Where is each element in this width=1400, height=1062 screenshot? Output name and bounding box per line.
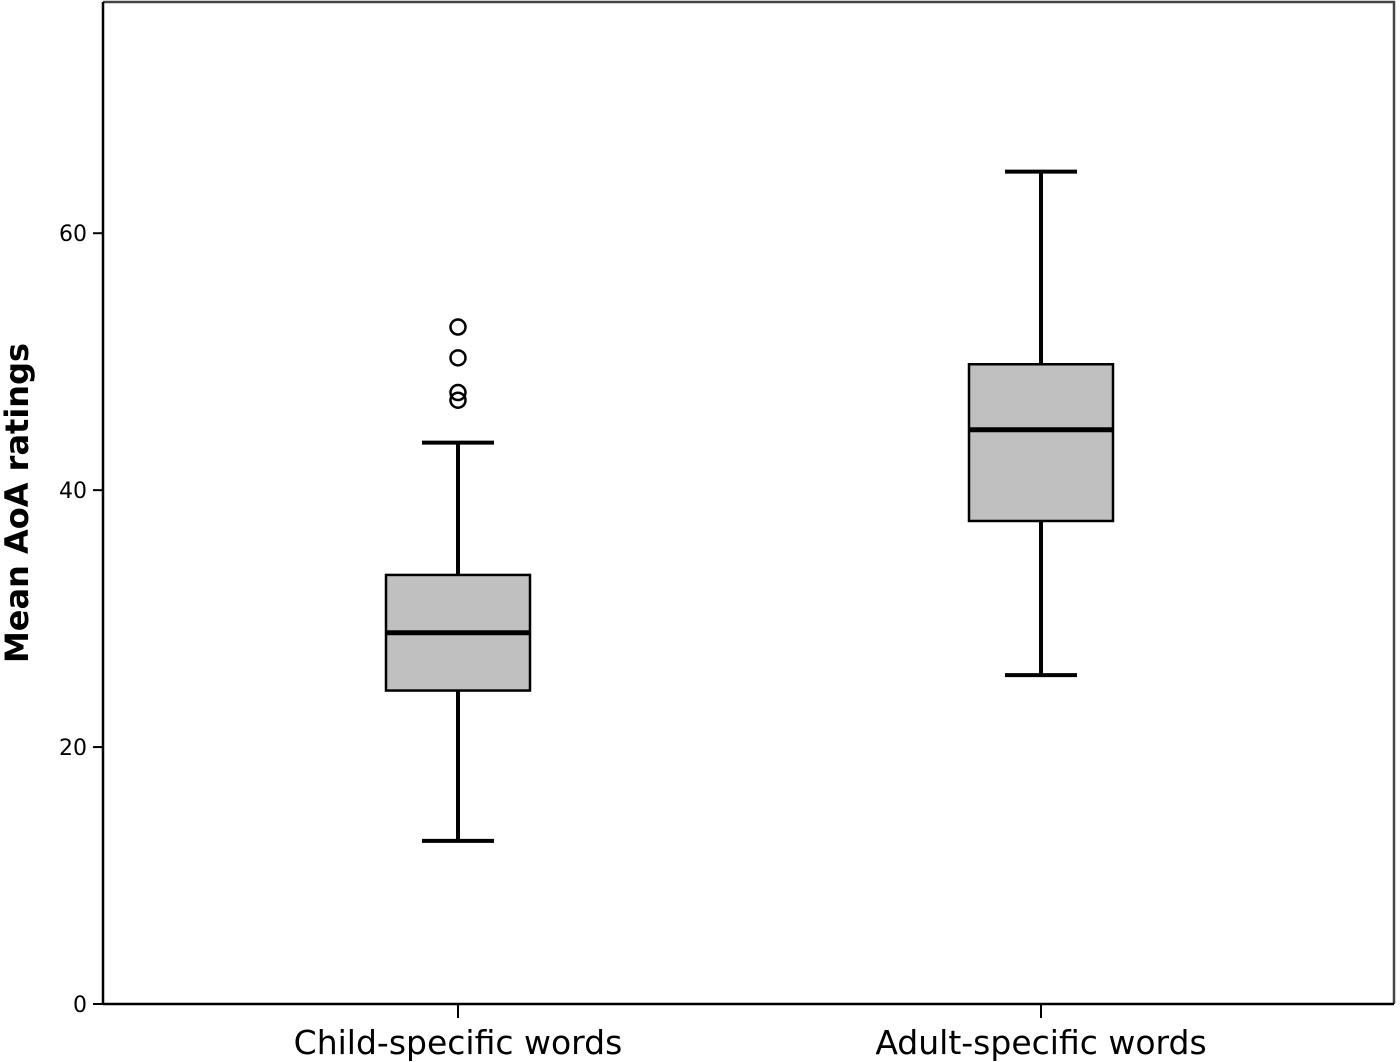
outlier-point <box>449 391 467 409</box>
plot-frame <box>103 0 1396 1004</box>
y-tick-label: 60 <box>59 222 87 247</box>
y-axis-title: Mean AoA ratings <box>0 343 36 663</box>
outlier-point <box>449 318 467 336</box>
outlier-point <box>449 383 467 402</box>
y-tick-label: 20 <box>59 736 87 761</box>
iqr-box <box>967 363 1115 523</box>
x-category-label: Adult-specific words <box>875 1023 1206 1062</box>
y-tick-label: 0 <box>73 993 87 1018</box>
x-category-label: Child-specific words <box>294 1023 623 1062</box>
y-tick-label: 40 <box>59 479 87 504</box>
outlier-point <box>449 349 467 367</box>
